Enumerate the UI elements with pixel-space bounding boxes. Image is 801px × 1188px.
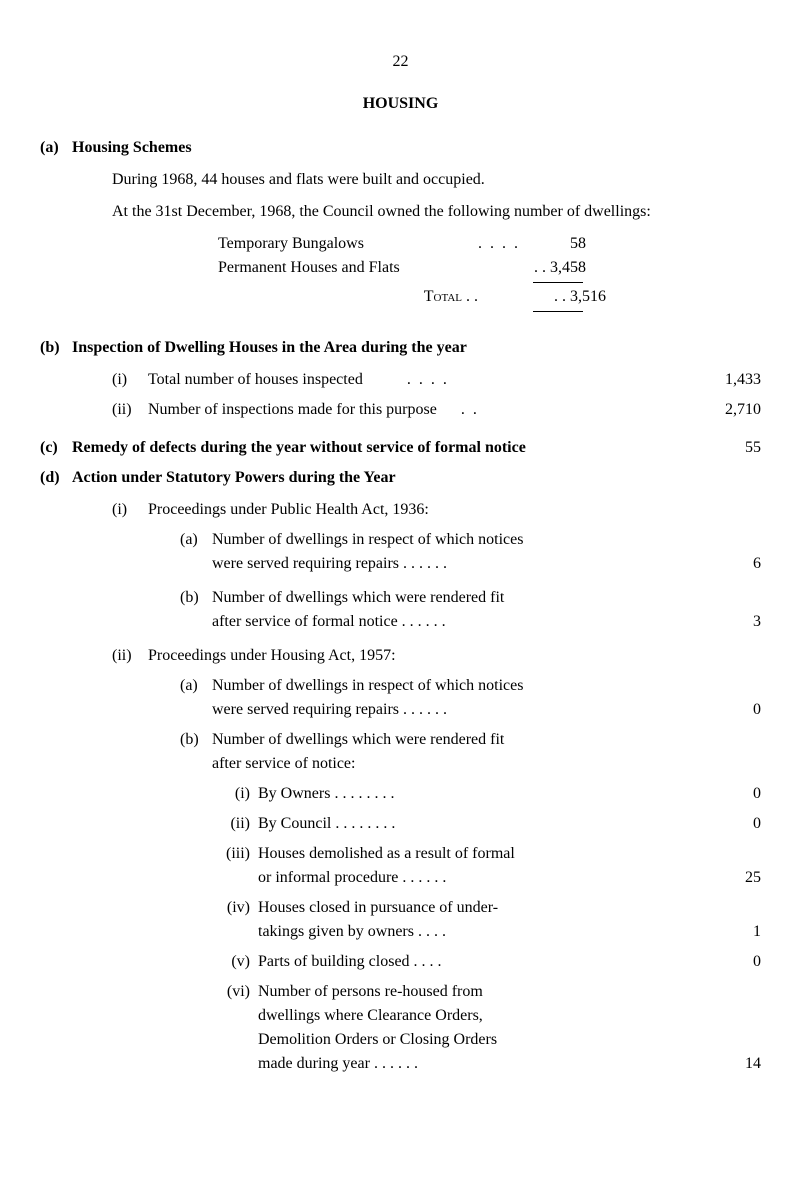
d-i-b-text1: Number of dwellings which were rendered …	[212, 589, 504, 606]
d-ii-b-4-text: Parts of building closed . . . .	[258, 950, 681, 974]
b-item-1-value: 2,710	[681, 398, 761, 422]
section-b: (b) Inspection of Dwelling Houses in the…	[40, 336, 761, 422]
rule-top	[533, 282, 583, 283]
d-ii-marker: (ii)	[112, 644, 148, 668]
b-item-0-label: Total number of houses inspected . . . .	[148, 368, 681, 392]
section-a-line1: During 1968, 44 houses and flats were bu…	[40, 168, 761, 192]
section-a-marker: (a)	[40, 136, 72, 160]
section-b-heading: Inspection of Dwelling Houses in the Are…	[72, 336, 467, 360]
d-i-b-marker: (b)	[180, 586, 212, 610]
d-ii-a-marker: (a)	[180, 674, 212, 698]
b-item-0-dots: . . . .	[407, 371, 449, 388]
section-b-marker: (b)	[40, 336, 72, 360]
dwell-row-0-label: Temporary Bungalows	[218, 232, 478, 256]
d-ii-b-3-value: 1	[681, 920, 761, 944]
d-ii-b-0-value: 0	[681, 782, 761, 806]
d-ii-b-2-text2: or informal procedure . . . . . .	[258, 869, 446, 886]
page-title: HOUSING	[40, 92, 761, 116]
d-ii-b-2-content: Houses demolished as a result of formal …	[258, 842, 681, 890]
d-i-b-value: 3	[681, 610, 761, 634]
d-ii-b-3-content: Houses closed in pursuance of under- tak…	[258, 896, 681, 944]
d-i-a-value: 6	[681, 552, 761, 576]
d-ii-b-5-content: Number of persons re-housed from dwellin…	[258, 980, 681, 1076]
b-item-1-label: Number of inspections made for this purp…	[148, 398, 681, 422]
section-c-value: 55	[681, 436, 761, 460]
d-ii-b-3-text1: Houses closed in pursuance of under-	[258, 899, 498, 916]
d-ii-b-4-value: 0	[681, 950, 761, 974]
section-c: (c) Remedy of defects during the year wi…	[40, 436, 761, 460]
d-ii-b-0-marker: (i)	[220, 782, 258, 806]
d-ii-b-text2: after service of notice:	[212, 755, 355, 772]
section-d-marker: (d)	[40, 466, 72, 490]
section-d: (d) Action under Statutory Powers during…	[40, 466, 761, 1076]
d-ii-b-2-marker: (iii)	[220, 842, 258, 866]
d-i-b-text2: after service of formal notice . . . . .…	[212, 613, 446, 630]
d-ii-b-content: Number of dwellings which were rendered …	[212, 728, 761, 776]
rule-bottom	[533, 311, 583, 312]
section-c-heading: Remedy of defects during the year withou…	[72, 436, 681, 460]
d-ii-b-marker: (b)	[180, 728, 212, 752]
d-ii-b-2-value: 25	[681, 866, 761, 890]
b-item-1-dots: . .	[461, 401, 479, 418]
d-i-label: Proceedings under Public Health Act, 193…	[148, 498, 761, 522]
b-item-1-text: Number of inspections made for this purp…	[148, 401, 437, 418]
d-ii-b-1-text: By Council . . . . . . . .	[258, 812, 681, 836]
d-ii-b-4-marker: (v)	[220, 950, 258, 974]
page-number: 22	[40, 50, 761, 74]
b-item-0-text: Total number of houses inspected	[148, 371, 363, 388]
section-a-line2: At the 31st December, 1968, the Council …	[40, 200, 761, 224]
d-ii-b-3-marker: (iv)	[220, 896, 258, 920]
d-i-marker: (i)	[112, 498, 148, 522]
d-ii-b-1-marker: (ii)	[220, 812, 258, 836]
d-ii-b-5-text2: dwellings where Clearance Orders,	[258, 1007, 483, 1024]
d-ii-a-text1: Number of dwellings in respect of which …	[212, 677, 523, 694]
d-ii-a-content: Number of dwellings in respect of which …	[212, 674, 681, 722]
d-ii-b-5-text1: Number of persons re-housed from	[258, 983, 483, 1000]
section-a: (a) Housing Schemes During 1968, 44 hous…	[40, 136, 761, 312]
total-label: Total . .	[218, 285, 498, 309]
dwell-row-1-value: . . 3,458	[526, 256, 586, 280]
d-ii-label: Proceedings under Housing Act, 1957:	[148, 644, 761, 668]
d-ii-b-text1: Number of dwellings which were rendered …	[212, 731, 504, 748]
total-value: . . 3,516	[546, 285, 606, 309]
d-ii-b-5-text4: made during year . . . . . .	[258, 1055, 418, 1072]
d-ii-b-2-text1: Houses demolished as a result of formal	[258, 845, 515, 862]
d-ii-b-1-value: 0	[681, 812, 761, 836]
d-i-a-content: Number of dwellings in respect of which …	[212, 528, 681, 576]
d-ii-b-0-text: By Owners . . . . . . . .	[258, 782, 681, 806]
b-item-0-value: 1,433	[681, 368, 761, 392]
d-ii-b-5-text3: Demolition Orders or Closing Orders	[258, 1031, 497, 1048]
d-i-b-content: Number of dwellings which were rendered …	[212, 586, 681, 634]
d-ii-a-value: 0	[681, 698, 761, 722]
section-d-heading: Action under Statutory Powers during the…	[72, 466, 396, 490]
d-i-a-marker: (a)	[180, 528, 212, 552]
dwell-row-0-value: 58	[526, 232, 586, 256]
d-ii-b-5-value: 14	[681, 1052, 761, 1076]
d-i-a-text2: were served requiring repairs . . . . . …	[212, 555, 447, 572]
dwell-row-1-label: Permanent Houses and Flats	[218, 256, 478, 280]
b-item-1-marker: (ii)	[112, 398, 148, 422]
d-ii-b-5-marker: (vi)	[220, 980, 258, 1004]
d-i-a-text1: Number of dwellings in respect of which …	[212, 531, 523, 548]
b-item-0-marker: (i)	[112, 368, 148, 392]
dwell-row-0-dots: . . . .	[478, 232, 526, 256]
d-ii-b-3-text2: takings given by owners . . . .	[258, 923, 446, 940]
d-ii-a-text2: were served requiring repairs . . . . . …	[212, 701, 447, 718]
section-a-heading: Housing Schemes	[72, 136, 192, 160]
section-c-marker: (c)	[40, 436, 72, 460]
